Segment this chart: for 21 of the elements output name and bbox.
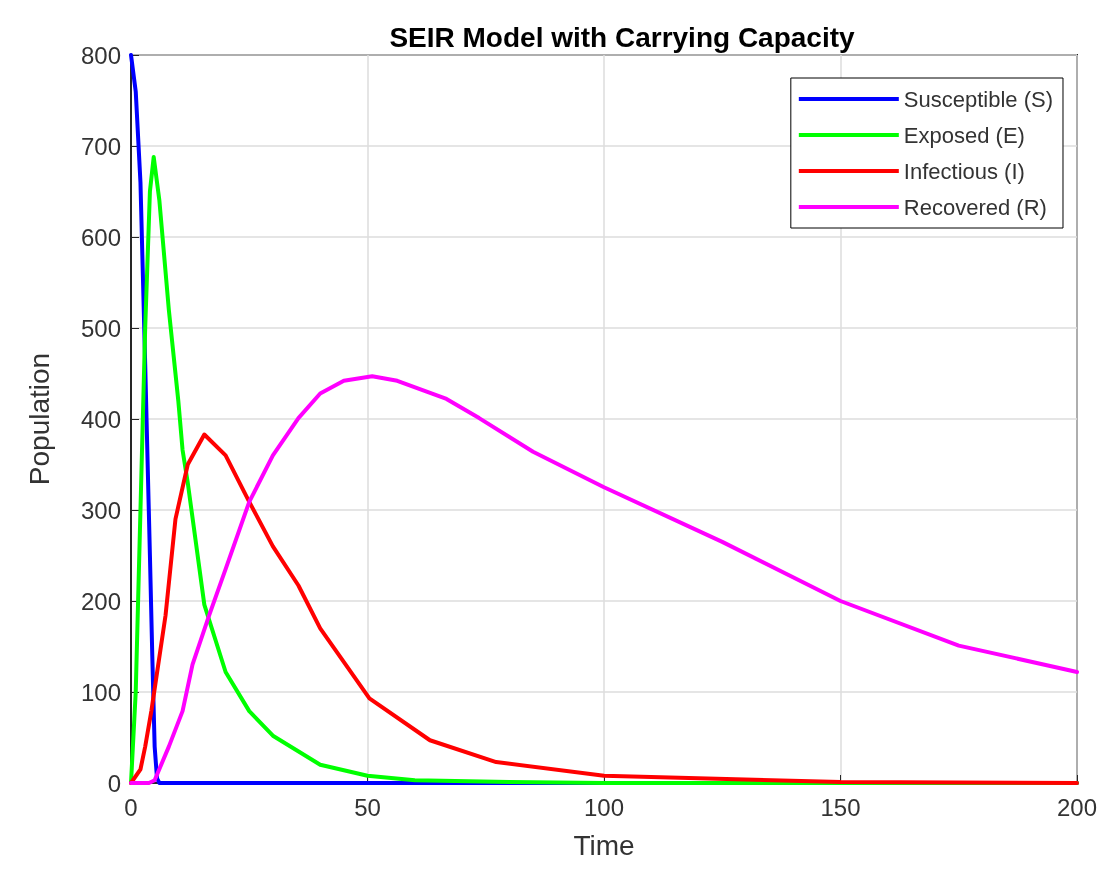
y-axis-title: Population [23, 352, 55, 486]
x-tick-label: 0 [124, 793, 138, 821]
legend-label: Exposed (E) [903, 122, 1025, 148]
legend-label: Recovered (R) [903, 194, 1047, 220]
x-tick-label: 150 [820, 793, 861, 821]
x-tick-label: 100 [583, 793, 625, 821]
chart-title: SEIR Model with Carrying Capacity [389, 21, 856, 53]
y-tick-label: 400 [80, 405, 121, 433]
y-tick-label: 300 [80, 496, 121, 524]
x-axis-title: Time [573, 829, 635, 861]
y-tick-label: 600 [80, 223, 121, 251]
y-tick-label: 500 [80, 314, 121, 342]
legend-label: Susceptible (S) [903, 86, 1054, 112]
y-tick-label: 800 [80, 41, 121, 69]
legend-label: Infectious (I) [903, 158, 1025, 184]
y-tick-label: 200 [80, 587, 121, 615]
y-tick-label: 0 [107, 769, 121, 797]
y-tick-label: 100 [80, 678, 121, 706]
y-tick-label: 700 [80, 132, 121, 160]
x-tick-label: 50 [354, 793, 381, 821]
x-tick-label: 200 [1056, 793, 1098, 821]
